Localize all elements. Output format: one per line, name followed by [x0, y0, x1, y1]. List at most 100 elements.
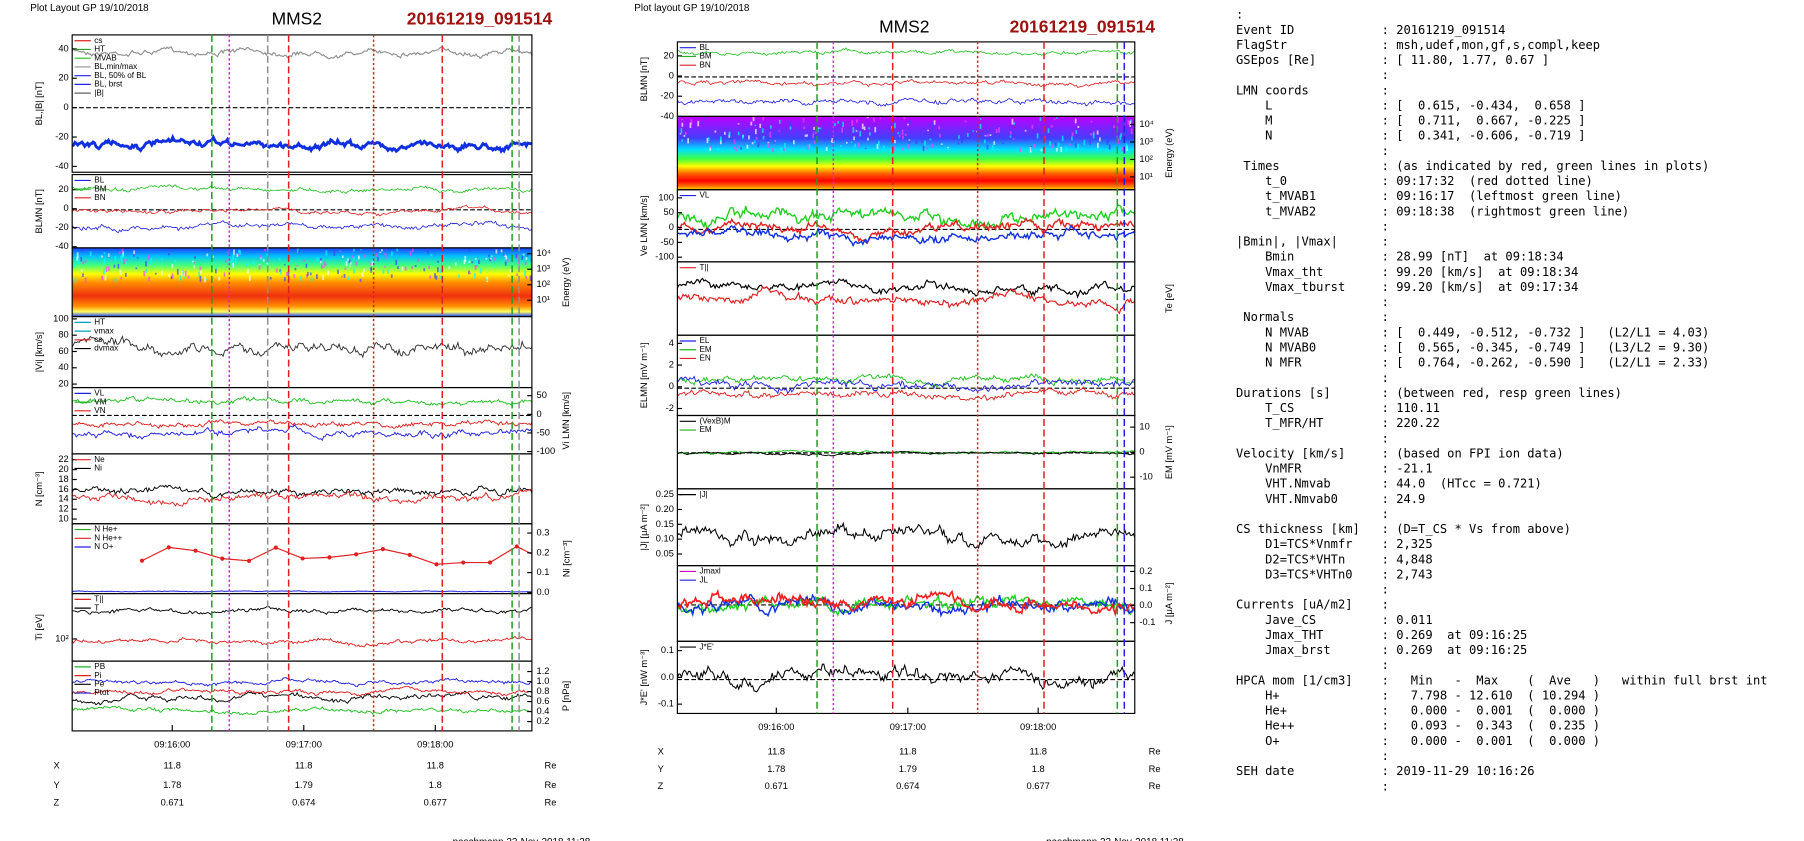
spectrogram-speck	[1011, 118, 1014, 125]
position-cell: Y	[658, 764, 664, 774]
spectrogram-speck	[1002, 137, 1005, 141]
spectrogram-speck	[938, 125, 940, 130]
spectrogram-speck	[475, 265, 478, 268]
y-tick-label: 0.3	[537, 527, 550, 537]
panel	[677, 449, 1135, 457]
spectrogram-speck	[290, 260, 293, 263]
spectrogram-speck	[825, 147, 828, 152]
spectrogram-speck	[258, 264, 261, 270]
spectrogram-speck	[475, 261, 478, 267]
legend-label: EN	[699, 354, 710, 363]
spectrogram-speck	[740, 147, 743, 150]
y-tick-label: 0.4	[537, 706, 550, 716]
spectrogram-speck	[428, 266, 430, 269]
spectrogram-speck	[341, 275, 343, 278]
spectrogram-speck	[882, 145, 885, 149]
y-tick-label: 10³	[1139, 136, 1152, 146]
trace-dot	[273, 545, 278, 550]
spectrogram-speck	[333, 250, 336, 256]
spectrogram-speck	[833, 141, 835, 143]
spectrogram-speck	[929, 138, 932, 141]
spectrogram-speck	[215, 266, 218, 270]
spectrogram-speck	[961, 137, 963, 144]
panel	[72, 606, 532, 648]
spectrogram-speck	[107, 253, 110, 258]
trace	[72, 676, 532, 688]
spectrogram-speck	[371, 260, 374, 267]
spectrogram-speck	[790, 138, 792, 142]
y-tick-label: 20	[58, 464, 68, 474]
y-tick-label: 22	[58, 454, 68, 464]
probe-title: MMS2	[272, 8, 322, 28]
summary-line: GSEpos [Re] : [ 11.80, 1.77, 0.67 ]	[1236, 53, 1549, 67]
spectrogram-speck	[232, 255, 234, 261]
spectrogram-speck	[303, 259, 306, 262]
legend-label: VM	[94, 397, 106, 406]
spectrogram-speck	[890, 149, 893, 153]
spectrogram-speck	[343, 273, 346, 278]
legend-label: BN	[94, 193, 105, 202]
summary-line: :	[1236, 431, 1389, 445]
spectrogram-speck	[842, 121, 844, 128]
panel-frame	[676, 640, 1136, 715]
spectrogram-speck	[230, 260, 233, 263]
spectrogram-speck	[147, 254, 150, 261]
spectrogram-speck	[361, 272, 364, 277]
spectrogram-speck	[296, 248, 299, 253]
spectrogram-speck	[750, 121, 753, 126]
panel	[72, 184, 532, 234]
summary-line: :	[1236, 371, 1389, 385]
trace	[677, 588, 1135, 618]
spectrogram-speck	[1019, 147, 1022, 153]
spectrogram-speck	[719, 139, 722, 145]
spectrogram-speck	[684, 131, 687, 135]
spectrogram-speck	[135, 267, 138, 270]
spectrogram-speck	[120, 255, 123, 262]
spectrogram-speck	[804, 134, 807, 138]
spectrogram-speck	[82, 273, 84, 277]
summary-line: Times : (as indicated by red, green line…	[1236, 159, 1709, 173]
spectrogram-speck	[803, 126, 806, 129]
y-axis-label: EM [mV m⁻¹]	[1164, 425, 1174, 479]
spectrogram-speck	[759, 135, 762, 138]
spectrogram-speck	[767, 141, 770, 144]
spectrogram-speck	[117, 263, 120, 269]
y-tick-label: -20	[660, 91, 673, 101]
spectrogram-speck	[789, 126, 792, 130]
legend-label: BL,min/max	[94, 62, 137, 71]
spectrogram-speck	[126, 259, 128, 261]
trace-dot	[380, 547, 386, 552]
spectrogram-speck	[902, 135, 904, 140]
spectrogram-speck	[757, 144, 760, 148]
spectrogram-speck	[1050, 125, 1053, 128]
y-axis-label: J [μA m⁻²]	[1164, 583, 1174, 625]
y-tick-label: 12	[58, 504, 68, 514]
spectrogram-speck	[728, 135, 731, 138]
legend-label: cs	[94, 335, 102, 344]
legend-label: J*E'	[699, 642, 714, 651]
spectrogram-speck	[283, 264, 286, 266]
spectrogram-speck	[239, 250, 242, 255]
spectrogram-speck	[525, 257, 528, 260]
y-axis-label: Ni [cm⁻³]	[561, 540, 571, 577]
spectrogram-speck	[1108, 144, 1111, 150]
summary-line: Jmax_brst : 0.269 at 09:16:25	[1236, 643, 1527, 657]
spectrogram-speck	[733, 139, 736, 145]
spectrogram-speck	[793, 140, 795, 145]
panel-frame	[71, 592, 533, 662]
spectrogram-speck	[840, 145, 842, 148]
legend-label: BN	[699, 60, 710, 69]
y-axis-label: Energy (eV)	[1164, 128, 1174, 178]
position-cell: X	[54, 760, 60, 770]
spectrogram-speck	[363, 268, 365, 272]
position-cell: Z	[54, 798, 60, 808]
spectrogram-speck	[101, 255, 103, 258]
position-cell: 0.671	[765, 781, 788, 791]
spectrogram-speck	[145, 269, 147, 273]
spectrogram-speck	[323, 261, 326, 266]
trace	[677, 592, 1135, 618]
probe-title: MMS2	[879, 17, 929, 37]
spectrogram-speck	[897, 132, 900, 135]
spectrogram-speck	[1047, 128, 1050, 134]
spectrogram-speck	[376, 252, 378, 258]
